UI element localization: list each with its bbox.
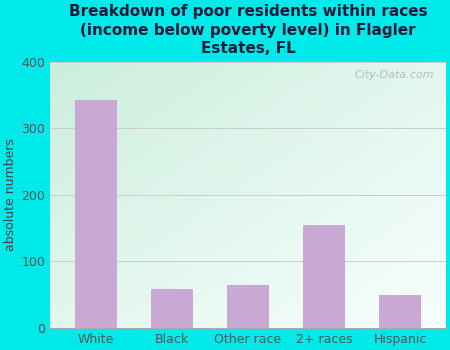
Bar [227,285,269,328]
Title: Breakdown of poor residents within races
(income below poverty level) in Flagler: Breakdown of poor residents within races… [69,4,427,56]
Y-axis label: absolute numbers: absolute numbers [4,138,17,251]
Bar [75,100,117,328]
Text: City-Data.com: City-Data.com [355,70,434,80]
Bar [151,289,193,328]
Bar [303,225,345,328]
Bar [379,295,421,328]
